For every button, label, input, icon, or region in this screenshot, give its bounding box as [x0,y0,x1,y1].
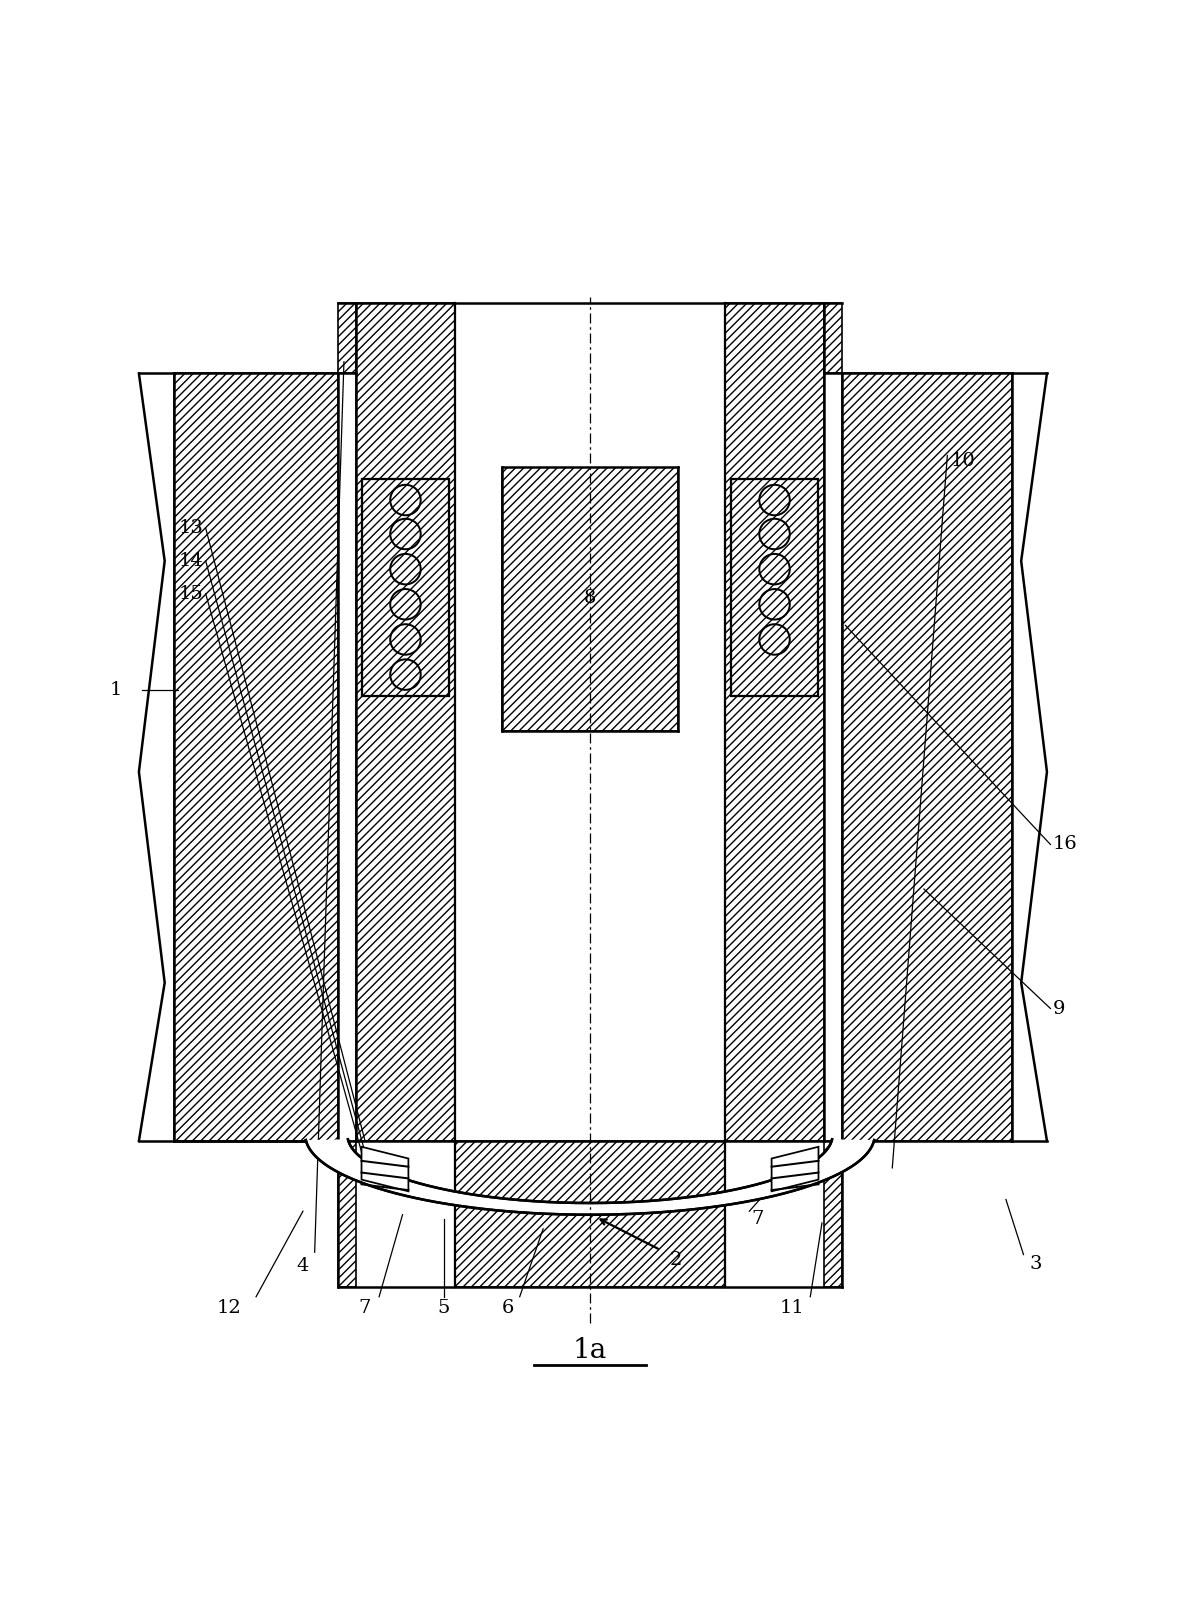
Text: 15: 15 [178,584,203,602]
Bar [825,303,841,373]
Bar [175,373,339,1141]
Text: 8: 8 [584,589,596,607]
Bar [503,466,677,731]
Text: 4: 4 [296,1257,309,1275]
Text: 13: 13 [178,520,203,537]
Polygon shape [361,1148,408,1191]
Polygon shape [306,1139,874,1215]
Bar [355,303,455,1141]
Text: 16: 16 [1053,836,1077,854]
Bar [455,303,725,466]
Text: 7: 7 [359,1299,372,1317]
Text: 7: 7 [752,1210,765,1228]
Polygon shape [772,1148,819,1191]
Bar [455,1141,725,1288]
Text: 2: 2 [670,1251,682,1270]
Bar [339,1141,355,1288]
Bar [725,303,825,1141]
Bar [841,373,1011,1141]
Text: 11: 11 [779,1299,804,1317]
Text: 1a: 1a [572,1336,608,1364]
Bar [825,1141,841,1288]
Text: 10: 10 [951,452,976,470]
Bar [361,479,450,696]
Text: 12: 12 [217,1299,242,1317]
Text: 6: 6 [502,1299,514,1317]
Bar [730,479,819,696]
Bar [339,303,355,373]
Text: 9: 9 [1053,999,1066,1017]
Text: 5: 5 [438,1299,450,1317]
Text: 3: 3 [1029,1256,1042,1273]
Text: 1: 1 [110,681,122,699]
Text: 14: 14 [178,552,203,570]
